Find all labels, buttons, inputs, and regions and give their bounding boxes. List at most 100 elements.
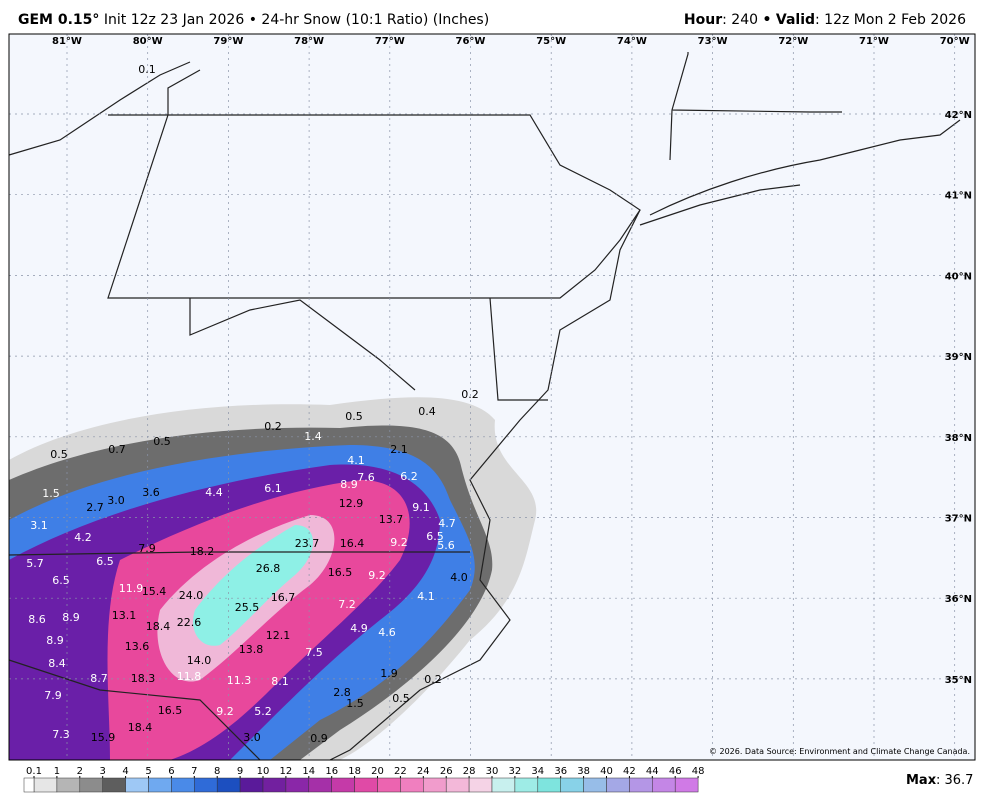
lon-label: 77°W [375,36,405,47]
state-line [669,52,842,161]
snow-label: 7.9 [138,542,156,555]
snow-label: 18.4 [128,721,153,734]
snow-label: 1.5 [42,487,60,500]
snow-label: 13.6 [125,640,150,653]
snow-label: 2.7 [86,501,104,514]
legend-tick-label: 10 [257,766,270,777]
snow-label: 6.1 [264,482,282,495]
init: Init 12z 23 Jan 2026 [103,12,245,28]
state-line [8,551,470,761]
snow-label: 23.7 [295,537,320,550]
snow-label: 8.9 [340,478,358,491]
snow-label: 0.9 [310,732,328,745]
snow-label: 7.3 [52,728,70,741]
lat-label: 39°N [945,352,972,363]
snow-label: 16.4 [340,537,365,550]
legend-tick-label: 36 [554,766,567,777]
legend-swatch [262,777,287,793]
legend-swatch [148,777,172,793]
snow-label: 0.5 [392,692,410,705]
hour: : 240 [722,12,759,28]
snow-label: 16.5 [328,566,353,579]
snow-label: 18.4 [146,620,171,633]
legend-tick-label: 30 [486,766,499,777]
state-line [107,69,641,299]
legend-swatch [79,777,103,793]
snow-label: 3.0 [243,731,261,744]
lon-label: 71°W [859,36,889,47]
legend-tick-label: 26 [440,766,453,777]
lon-label: 76°W [456,36,486,47]
snow-label: 4.7 [438,517,456,530]
legend: 0.1 1 2 3 4 5 6 7 8 9 10 12 14 16 18 20 22 24 26 28 30 32 34 36… [23,766,705,793]
legend-swatch [125,777,149,793]
snow-label: 0.2 [461,388,479,401]
legend-tick-label: 5 [145,766,151,777]
state-line [189,297,548,401]
legend-swatch [606,777,630,793]
lon-label: 74°W [617,36,647,47]
legend-swatch [239,777,264,793]
header: GEM 0.15° Init 12z 23 Jan 2026 • 24-hr S… [0,0,984,34]
snow-label: 8.9 [62,611,80,624]
legend-tick-label: 42 [623,766,636,777]
snow-label: 5.2 [254,705,272,718]
legend-tick-label: 46 [669,766,682,777]
legend-tick-label: 24 [417,766,430,777]
legend-swatch [285,777,310,793]
snow-label: 9.2 [368,569,386,582]
legend-swatch [583,777,607,793]
lon-label: 70°W [940,36,970,47]
max-label: Max [906,773,937,788]
legend-swatch [400,777,424,793]
credit: © 2026. Data Source: Environment and Cli… [709,747,970,756]
legend-tick-label: 44 [646,766,659,777]
lon-label: 75°W [536,36,566,47]
legend-swatch [354,777,378,793]
map-frame [8,33,976,761]
snow-label: 8.7 [90,672,108,685]
graticule [9,34,975,760]
legend-swatch [423,777,447,793]
snow-label: 11.3 [227,674,252,687]
valid-label: Valid [775,12,816,28]
legend-swatch [674,777,699,793]
lat-label: 40°N [945,271,972,282]
snow-label: 4.1 [347,454,365,467]
legend-tick-label: 4 [122,766,128,777]
lon-label: 73°W [698,36,728,47]
lat-label: 36°N [945,594,972,605]
legend-swatch [652,777,676,793]
snow-field [9,397,537,760]
snow-label: 0.7 [108,443,126,456]
legend-swatch [194,777,218,793]
legend-tick-label: 22 [394,766,407,777]
legend-swatch [377,777,401,793]
legend-swatch [491,777,516,793]
valid: : 12z Mon 2 Feb 2026 [815,12,966,28]
legend-tick-label: 7 [191,766,197,777]
snow-label: 8.4 [48,657,66,670]
snow-label: 12.9 [339,497,364,510]
legend-tick-label: 38 [577,766,590,777]
legend-swatch [468,777,493,793]
model: GEM 0.15° [18,12,100,28]
header-right: Hour: 240 • Valid: 12z Mon 2 Feb 2026 [684,12,966,28]
snow-label: 3.6 [142,486,160,499]
snow-label: 6.5 [96,555,114,568]
sep: • [248,12,257,28]
legend-swatch [308,777,332,793]
snow-label: 11.9 [119,582,144,595]
legend-swatch [445,777,470,793]
coast [639,119,961,226]
snow-label: 25.5 [235,601,260,614]
snow-label: 9.2 [390,536,408,549]
snow-label: 1.5 [346,697,364,710]
legend-swatch [560,777,584,793]
hour-label: Hour [683,12,723,28]
lon-label: 80°W [133,36,163,47]
legend-swatch [33,777,58,793]
snow-label: 11.8 [177,670,202,683]
legend-tick-label: 48 [692,766,705,777]
snow-label: 4.0 [450,571,468,584]
